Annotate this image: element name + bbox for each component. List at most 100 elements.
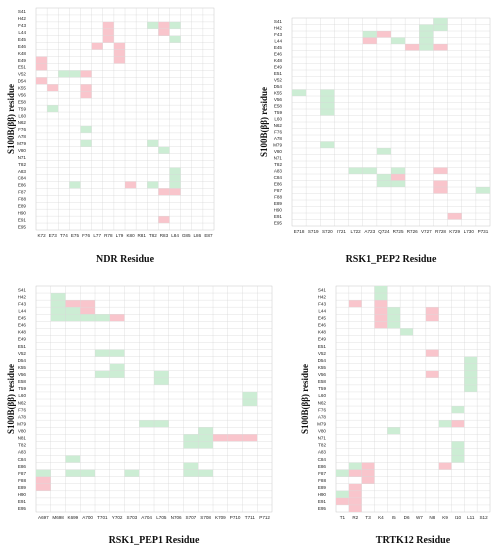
- y-tick-label: L60: [18, 393, 26, 398]
- green-interaction-cell: [320, 141, 335, 148]
- pink-interaction-cell: [374, 314, 388, 322]
- y-tick-label: S41: [18, 287, 27, 292]
- x-tick-label: E73: [49, 233, 58, 238]
- y-tick-label: F43: [18, 301, 26, 306]
- x-tick-label: L722: [351, 229, 362, 234]
- green-interaction-cell: [387, 307, 401, 315]
- x-tick-label: A697: [38, 515, 49, 520]
- green-interaction-cell: [320, 109, 335, 116]
- green-interaction-cell: [109, 363, 125, 371]
- green-interaction-cell: [464, 377, 478, 385]
- y-axis-title: S100B(ββ) residue: [259, 87, 269, 157]
- pink-interaction-cell: [425, 349, 439, 357]
- green-interaction-cell: [387, 427, 401, 435]
- y-tick-label: V80: [318, 429, 327, 434]
- y-tick-label: F88: [318, 478, 326, 483]
- green-interaction-cell: [376, 174, 391, 181]
- y-tick-label: L44: [18, 308, 26, 313]
- green-interaction-cell: [400, 328, 413, 336]
- y-tick-label: E45: [18, 37, 27, 42]
- y-tick-label: E51: [274, 71, 283, 76]
- y-tick-label: F87: [318, 471, 326, 476]
- green-interaction-cell: [464, 384, 478, 392]
- y-tick-label: E86: [274, 181, 283, 186]
- green-interaction-cell: [124, 469, 140, 477]
- pink-interaction-cell: [36, 63, 48, 71]
- pink-interaction-cell: [361, 469, 375, 477]
- x-tick-label: K709: [215, 515, 226, 520]
- x-tick-label: S719: [308, 229, 319, 234]
- green-interaction-cell: [95, 314, 110, 322]
- green-interaction-cell: [65, 455, 81, 463]
- x-tick-label: R726: [407, 229, 418, 234]
- pink-interaction-cell: [425, 307, 439, 315]
- y-tick-label: T59: [18, 386, 26, 391]
- pink-interaction-cell: [348, 483, 362, 491]
- pink-interaction-cell: [361, 462, 375, 470]
- pink-interaction-cell: [433, 180, 448, 187]
- x-tick-label: T711: [245, 515, 256, 520]
- y-tick-label: H42: [18, 294, 27, 299]
- x-tick-label: S707: [186, 515, 197, 520]
- green-interaction-cell: [58, 70, 70, 78]
- pink-interaction-cell: [362, 37, 377, 44]
- y-tick-label: K48: [274, 58, 283, 63]
- y-tick-label: V56: [18, 92, 27, 97]
- green-interaction-cell: [374, 293, 388, 301]
- pink-interaction-cell: [158, 28, 170, 36]
- y-tick-label: D54: [318, 358, 327, 363]
- y-tick-label: E89: [18, 203, 27, 208]
- x-axis-title: TRTK12 Residue: [376, 535, 451, 546]
- green-interaction-cell: [109, 370, 125, 378]
- green-interaction-cell: [80, 469, 95, 477]
- y-tick-label: H90: [18, 210, 27, 215]
- x-tick-label: E87: [204, 233, 213, 238]
- x-tick-label: L705: [156, 515, 167, 520]
- green-interaction-cell: [169, 21, 181, 29]
- green-interaction-cell: [387, 314, 401, 322]
- y-tick-label: E95: [18, 224, 27, 229]
- pink-interaction-cell: [36, 476, 51, 484]
- y-tick-label: A83: [274, 168, 283, 173]
- y-tick-label: A78: [18, 414, 27, 419]
- pink-interaction-cell: [158, 21, 170, 29]
- green-interaction-cell: [69, 70, 81, 78]
- x-tick-label: F76: [82, 233, 90, 238]
- x-tick-label: A704: [141, 515, 152, 520]
- x-tick-label: T1: [340, 515, 346, 520]
- green-interaction-cell: [169, 167, 181, 175]
- y-tick-label: E89: [318, 485, 327, 490]
- y-tick-label: E49: [18, 58, 27, 63]
- green-interaction-cell: [198, 427, 213, 435]
- green-interaction-cell: [36, 469, 51, 477]
- pink-interaction-cell: [80, 300, 95, 308]
- y-tick-label: V56: [274, 97, 283, 102]
- y-tick-label: E51: [318, 344, 327, 349]
- y-axis-title: S100B(ββ) residue: [6, 84, 16, 154]
- pink-interaction-cell: [348, 469, 362, 477]
- x-tick-label: L77: [93, 233, 101, 238]
- green-interaction-cell: [80, 125, 92, 133]
- y-tick-label: H90: [18, 492, 27, 497]
- y-tick-label: E45: [318, 316, 327, 321]
- pink-interaction-cell: [80, 84, 92, 92]
- heatmap-panel-2: S41H42F43L44E45E46K48E49E51V52D54K55V56E…: [259, 17, 491, 265]
- green-interaction-cell: [475, 187, 490, 194]
- y-tick-label: E89: [18, 485, 27, 490]
- y-tick-label: A78: [18, 134, 27, 139]
- x-tick-label: L11: [467, 515, 475, 520]
- pink-interaction-cell: [169, 188, 181, 196]
- y-tick-label: E49: [18, 337, 27, 342]
- x-tick-label: R81: [137, 233, 146, 238]
- green-interaction-cell: [65, 469, 81, 477]
- green-interaction-cell: [198, 441, 213, 449]
- pink-interaction-cell: [102, 35, 114, 43]
- green-interaction-cell: [95, 370, 110, 378]
- green-interaction-cell: [451, 406, 465, 414]
- x-tick-label: Q724: [378, 229, 390, 234]
- green-interaction-cell: [65, 314, 81, 322]
- y-tick-label: A78: [318, 414, 327, 419]
- pink-interaction-cell: [36, 483, 51, 491]
- x-tick-label: I5: [392, 515, 396, 520]
